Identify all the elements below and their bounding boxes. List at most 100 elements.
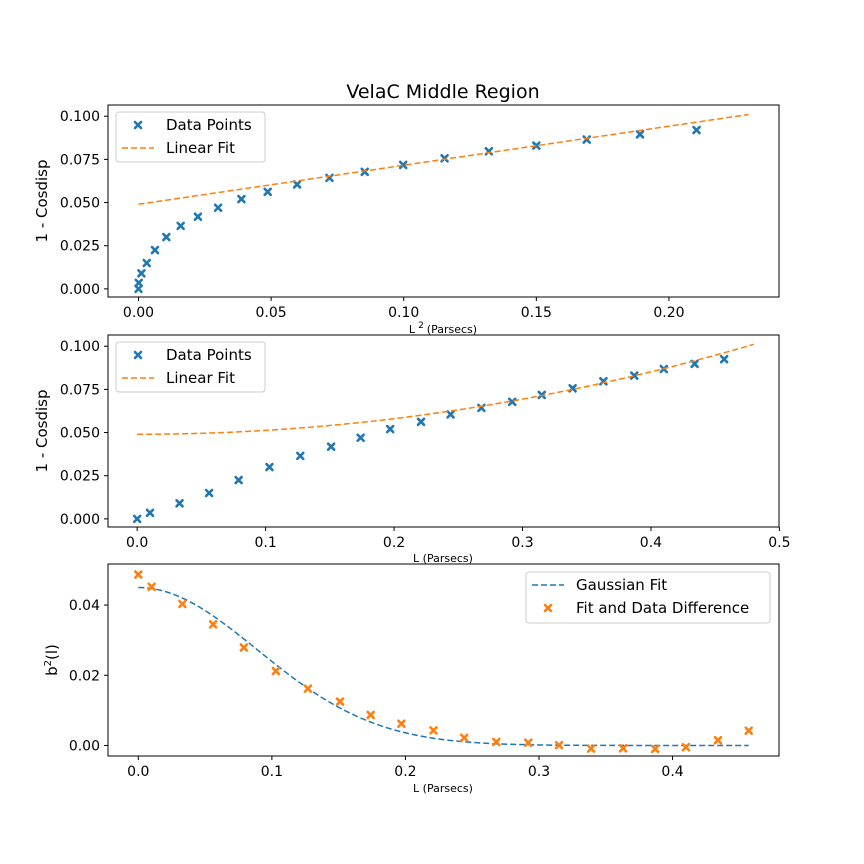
panel-1-data-points-point — [142, 258, 152, 268]
panel-2-data-points-point — [446, 410, 455, 419]
panel-1-axes-frame — [107, 104, 780, 298]
panel-3-ytick-label: 0.00 — [69, 738, 100, 754]
panel-3-fit-and-data-difference-point — [586, 744, 596, 753]
panel-1-xtick-label: 0.10 — [388, 305, 419, 321]
panel-3-ytick-label: 0.02 — [69, 668, 100, 684]
panel-2-plot-area: 0.0 0.1 0.2 0.3 0.4 0.5 0.000 0.025 0.050 0.075 0.… — [60, 334, 791, 551]
panel-2-legend-box — [115, 341, 266, 393]
panel-3-gaussian: 0.0 0.1 0.2 0.3 0.4 0.00 0.02 0.04 Gaussian Fit… — [43, 563, 780, 795]
panel-2-legend: Data Points Linear Fit — [115, 341, 266, 393]
panel-1-xtick-label: 0.15 — [521, 305, 552, 321]
panel-2-xtick-label: 0.3 — [511, 535, 533, 551]
panel-3-fit-and-data-difference-point — [134, 570, 143, 579]
panel-3-legend-entry-2-label: Fit and Data Difference — [576, 599, 749, 617]
panel-1-ytick-label: 0.050 — [60, 196, 100, 212]
panel-1-data-points-point — [532, 141, 541, 150]
panel-2-xtick-label: 0.2 — [383, 535, 405, 551]
panel-2-data-points-point — [416, 417, 426, 427]
panel-2-l: 0.0 0.1 0.2 0.3 0.4 0.5 0.000 0.025 0.050 0.075 0.… — [33, 334, 791, 565]
panel-1-data-points-point — [692, 125, 701, 135]
panel-2-legend-entry-1-label: Data Points — [166, 346, 252, 364]
panel-3-fit-and-data-difference-point — [429, 726, 438, 735]
panel-3-fit-and-data-difference-point — [554, 740, 564, 750]
panel-3-fit-and-data-difference-point — [239, 643, 249, 652]
panel-3-ylabel-rest: (l) — [43, 644, 61, 660]
panel-2-data-points-point — [356, 433, 365, 443]
panel-3-fit-and-data-difference-point — [459, 733, 469, 743]
panel-1-xlabel-sup: 2 — [418, 321, 424, 331]
panel-2-data-points-point — [175, 499, 184, 508]
panel-2-data-points-point — [145, 508, 155, 518]
panel-3-xtick-label: 0.3 — [528, 764, 550, 780]
panel-3-gaussian-fit-line — [138, 586, 749, 747]
panel-2-legend-entry-1-marker — [133, 350, 143, 360]
panel-3-ylabel-sup: 2 — [43, 660, 54, 666]
panel-2-data-points-point — [295, 451, 305, 461]
panel-3-fit-and-data-difference-point — [744, 726, 753, 736]
panel-2-legend-entry-2-label: Linear Fit — [166, 369, 235, 387]
panel-3-xtick-label: 0.0 — [127, 764, 149, 780]
panel-1-legend-entry-1-marker — [133, 120, 143, 130]
panel-3-axes-frame — [107, 563, 780, 757]
panel-3-fit-and-data-difference-point — [303, 684, 313, 693]
panel-1-xlabel-rest: (Parsecs) — [427, 323, 477, 336]
panel-1-data-points-point — [360, 167, 370, 177]
panel-3-ylabel-main: b — [43, 666, 61, 676]
panel-3-legend: Gaussian Fit Fit and Data Difference — [525, 571, 771, 624]
panel-3-legend-box — [525, 571, 771, 624]
panel-1-xtick-label: 0.00 — [123, 305, 154, 321]
panel-2-ytick-label: 0.075 — [60, 382, 100, 398]
panel-1-xtick-label: 0.20 — [653, 305, 684, 321]
chart-title: VelaC Middle Region — [346, 81, 539, 103]
panel-1-data-points-point — [237, 194, 246, 204]
panel-2-data-points-point — [599, 376, 608, 386]
panel-3-fit-and-data-difference-point — [335, 697, 345, 706]
panel-1-data-points-point — [193, 212, 203, 222]
panel-1-ytick-label: 0.000 — [60, 282, 100, 298]
panel-1-legend-box — [115, 111, 266, 163]
panel-2-xtick-label: 0.4 — [640, 535, 662, 551]
panel-1-data-points-point — [150, 245, 160, 255]
panel-3-xlabel: L (Parsecs) — [413, 782, 473, 795]
panel-3-fit-and-data-difference-point — [713, 735, 723, 745]
panel-1-ytick-label: 0.025 — [60, 239, 100, 255]
panel-1-data-points-point — [263, 187, 272, 197]
panel-1-data-points-point — [137, 269, 146, 278]
panel-1-l-squared: 0.00 0.05 0.10 0.15 0.20 0.000 0.025 0.050 0.075… — [33, 104, 780, 336]
panel-2-data-points-point — [326, 442, 336, 452]
panel-1-legend-entry-1-label: Data Points — [166, 116, 252, 134]
panel-1-xtick-label: 0.05 — [256, 305, 287, 321]
panel-1-xlabel-main: L — [409, 323, 416, 336]
panel-2-xtick-label: 0.5 — [768, 535, 790, 551]
panel-3-fit-and-data-difference-point — [618, 743, 628, 753]
panel-1-legend-entry-2-label: Linear Fit — [166, 139, 235, 157]
panel-1-ytick-label: 0.100 — [60, 109, 100, 125]
panel-3-ytick-label: 0.04 — [69, 598, 100, 614]
panel-2-data-points-point — [234, 475, 243, 485]
panel-3-fit-and-data-difference-point — [524, 738, 533, 747]
panel-1-data-points-point — [635, 130, 645, 139]
panel-1-legend: Data Points Linear Fit — [115, 111, 266, 163]
panel-3-fit-and-data-difference-point — [147, 582, 156, 592]
panel-2-ytick-label: 0.100 — [60, 339, 100, 355]
panel-1-data-points-point — [213, 203, 223, 213]
panel-2-ytick-label: 0.050 — [60, 426, 100, 442]
panel-3-fit-and-data-difference-point — [491, 737, 501, 747]
panel-2-data-points-point — [385, 424, 395, 434]
panel-3-fit-and-data-difference-point — [397, 719, 406, 729]
panel-2-data-points-point — [507, 397, 517, 407]
panel-1-data-points-point — [440, 154, 449, 163]
panel-3-legend-entry-2-marker — [543, 603, 553, 613]
panel-2-data-points-point — [204, 488, 214, 498]
panel-3-fit-and-data-difference-point — [366, 710, 376, 720]
panel-2-data-points-point — [265, 462, 274, 472]
panel-1-ytick-label: 0.075 — [60, 152, 100, 168]
panel-2-ytick-label: 0.025 — [60, 469, 100, 485]
panel-1-xlabel: L 2 (Parsecs) — [409, 321, 477, 336]
panel-3-fit-and-data-difference-point — [271, 666, 281, 676]
panel-2-xlabel: L (Parsecs) — [413, 552, 473, 565]
panel-3-fit-and-data-difference-point — [681, 742, 691, 752]
panel-3-legend-entry-1-label: Gaussian Fit — [576, 576, 667, 594]
panel-2-xtick-label: 0.0 — [126, 535, 148, 551]
